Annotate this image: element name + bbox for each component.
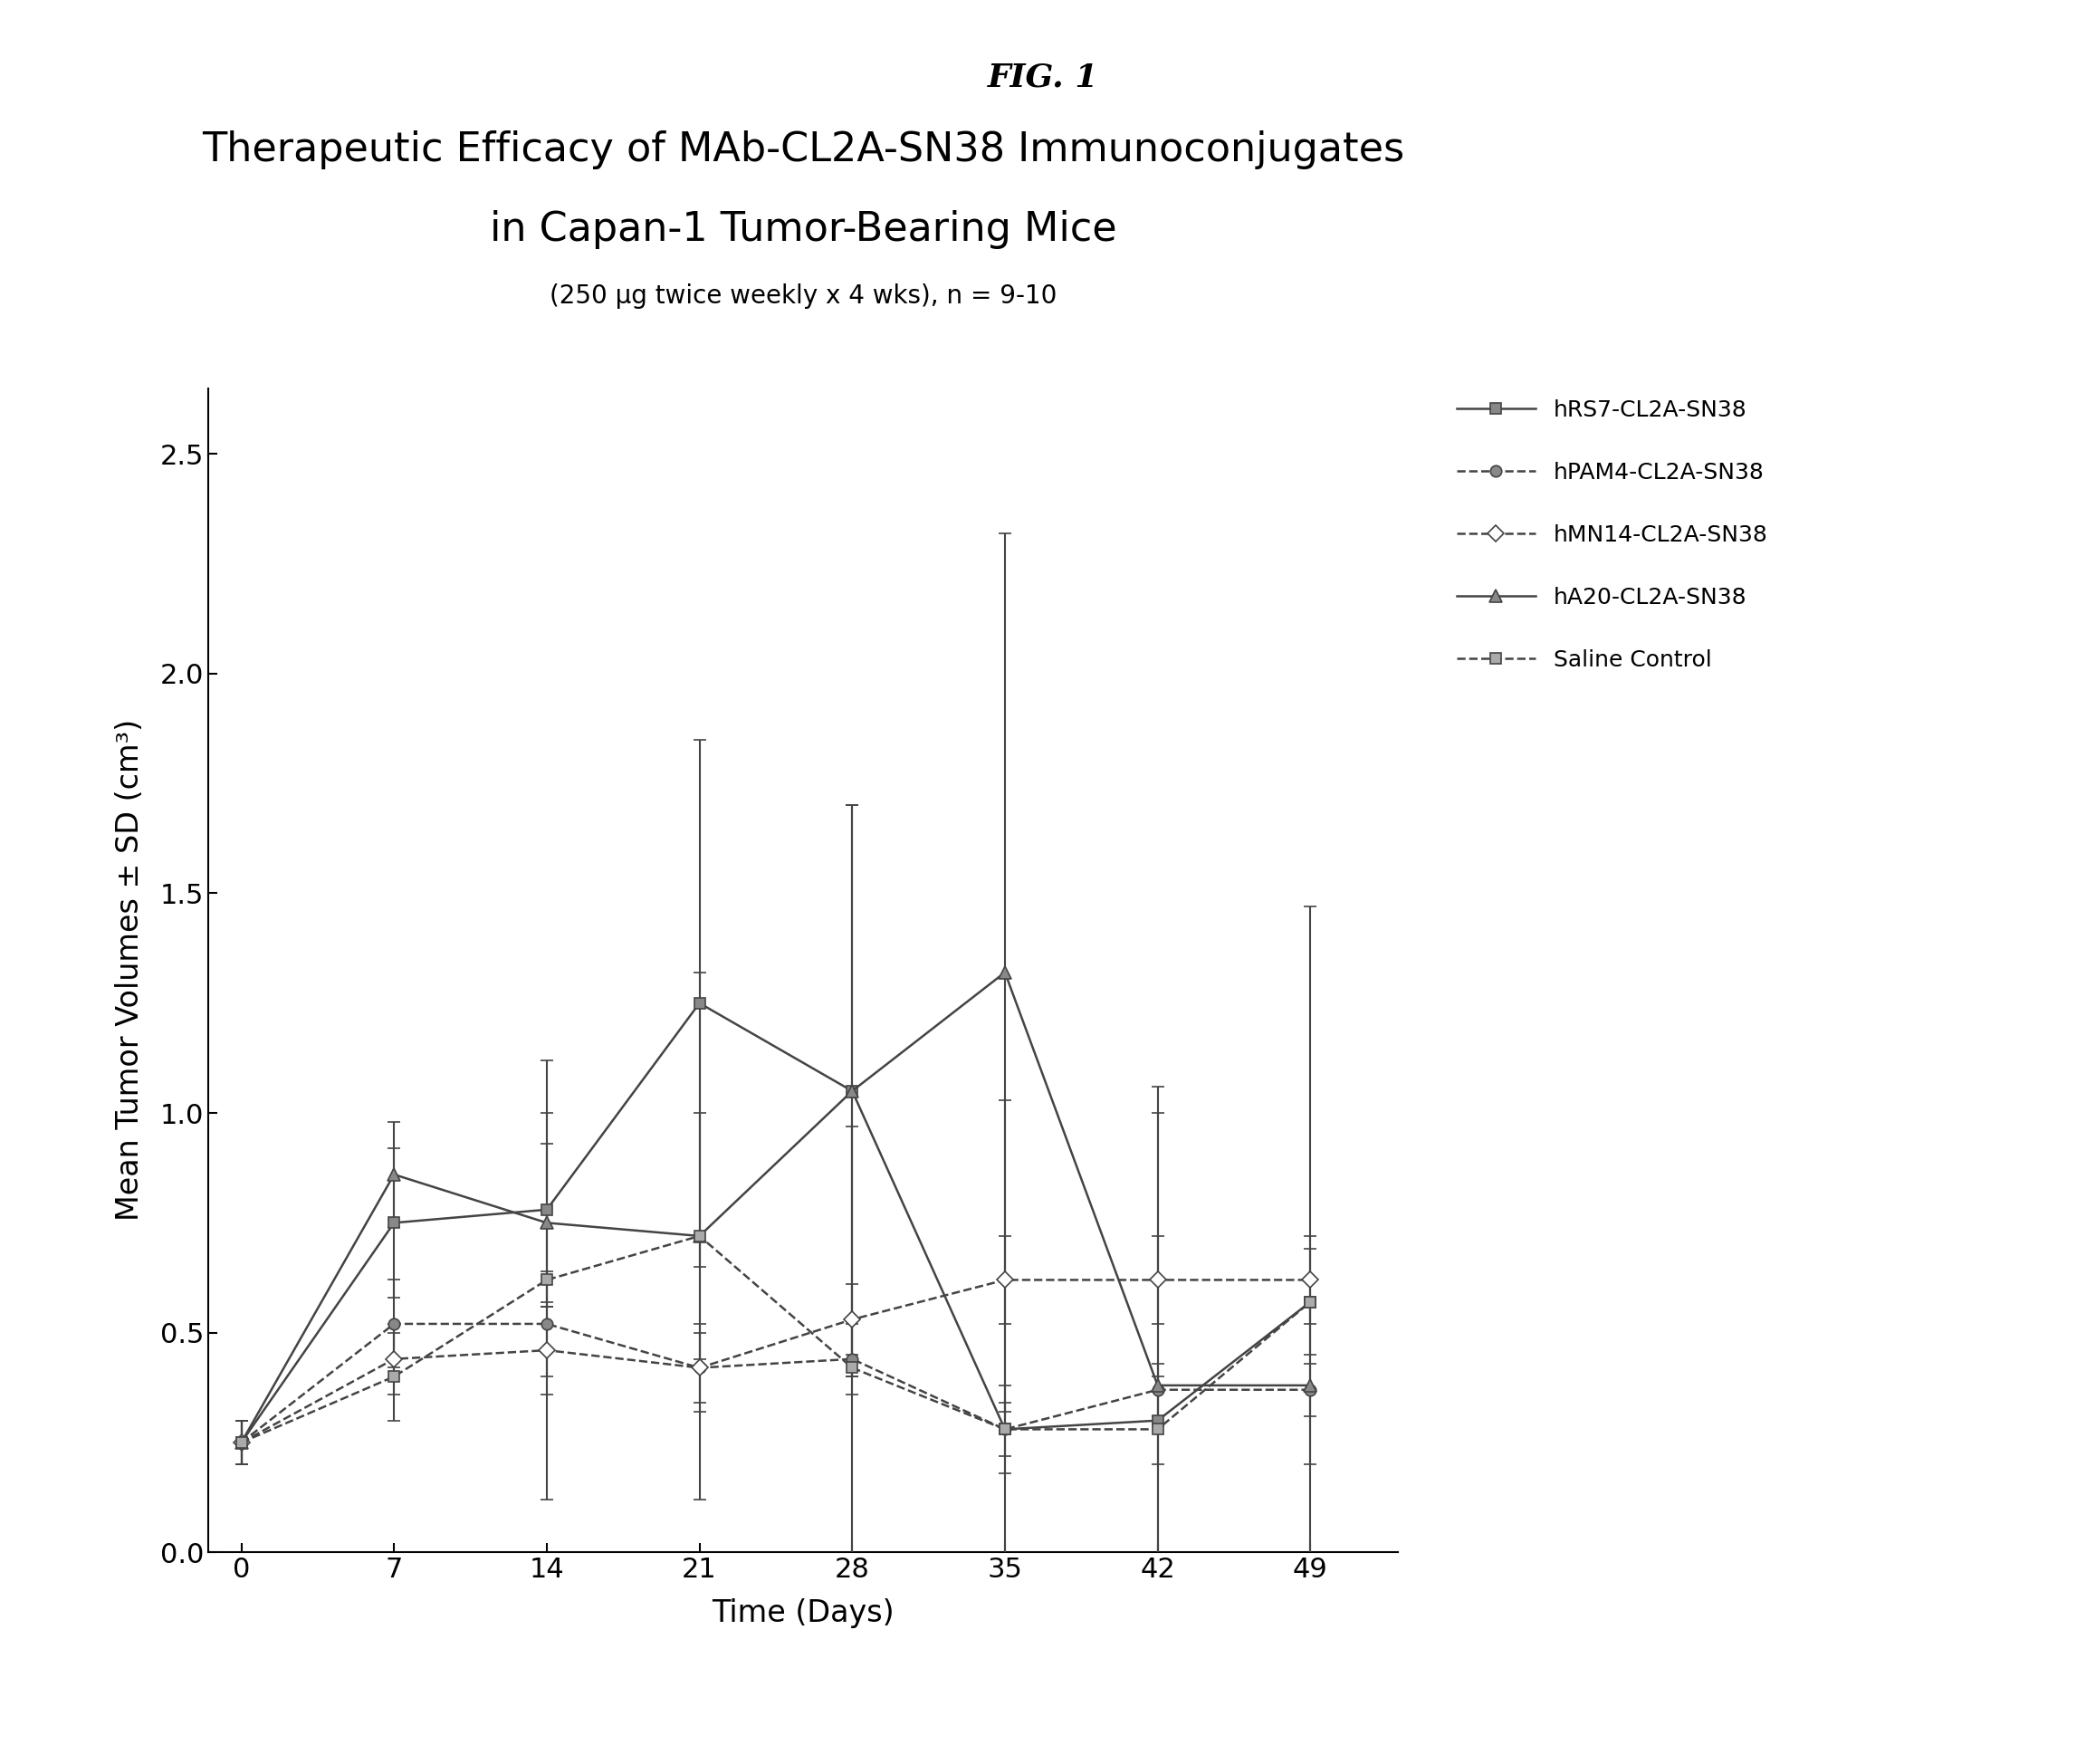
Text: FIG. 1: FIG. 1 (987, 62, 1099, 92)
X-axis label: Time (Days): Time (Days) (711, 1598, 895, 1628)
Legend: hRS7-CL2A-SN38, hPAM4-CL2A-SN38, hMN14-CL2A-SN38, hA20-CL2A-SN38, Saline Control: hRS7-CL2A-SN38, hPAM4-CL2A-SN38, hMN14-C… (1456, 399, 1769, 670)
Text: (250 μg twice weekly x 4 wks), n = 9-10: (250 μg twice weekly x 4 wks), n = 9-10 (549, 284, 1058, 309)
Text: in Capan-1 Tumor-Bearing Mice: in Capan-1 Tumor-Bearing Mice (490, 210, 1116, 249)
Text: Therapeutic Efficacy of MAb-CL2A-SN38 Immunoconjugates: Therapeutic Efficacy of MAb-CL2A-SN38 Im… (202, 131, 1404, 169)
Y-axis label: Mean Tumor Volumes ± SD (cm³): Mean Tumor Volumes ± SD (cm³) (115, 720, 146, 1221)
